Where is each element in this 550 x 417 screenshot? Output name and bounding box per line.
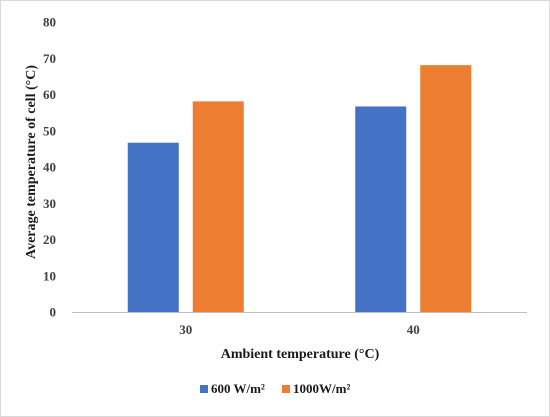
y-axis-ticks: 0 10 20 30 40 50 60 70 80 xyxy=(43,15,56,320)
legend-label-600: 600 W/m² xyxy=(211,381,265,396)
bar-40-series-1 xyxy=(420,65,472,312)
y-tick-label: 0 xyxy=(50,305,57,320)
x-tick-label: 40 xyxy=(407,322,420,337)
x-axis-title: Ambient temperature (°C) xyxy=(221,347,380,362)
y-tick-label: 60 xyxy=(43,87,56,102)
x-tick-label: 30 xyxy=(179,322,192,337)
bar-40-series-0 xyxy=(355,106,407,313)
y-tick-label: 70 xyxy=(43,51,56,66)
y-tick-label: 30 xyxy=(43,196,56,211)
y-tick-label: 10 xyxy=(43,268,56,283)
bar-30-series-1 xyxy=(192,101,244,312)
y-tick-label: 80 xyxy=(43,15,56,30)
y-axis-title: Average temperature of cell (°C) xyxy=(24,65,39,259)
legend-swatch-1000 xyxy=(282,385,290,393)
bar-30-series-0 xyxy=(127,142,179,312)
legend-label-1000: 1000W/m² xyxy=(293,381,350,396)
legend: 600 W/m² 1000W/m² xyxy=(200,381,350,396)
y-tick-label: 20 xyxy=(43,232,56,247)
bars-group xyxy=(127,65,472,313)
legend-swatch-600 xyxy=(200,385,208,393)
y-tick-label: 40 xyxy=(43,160,56,175)
x-axis-ticks: 30 40 xyxy=(179,322,420,337)
y-tick-label: 50 xyxy=(43,123,56,138)
